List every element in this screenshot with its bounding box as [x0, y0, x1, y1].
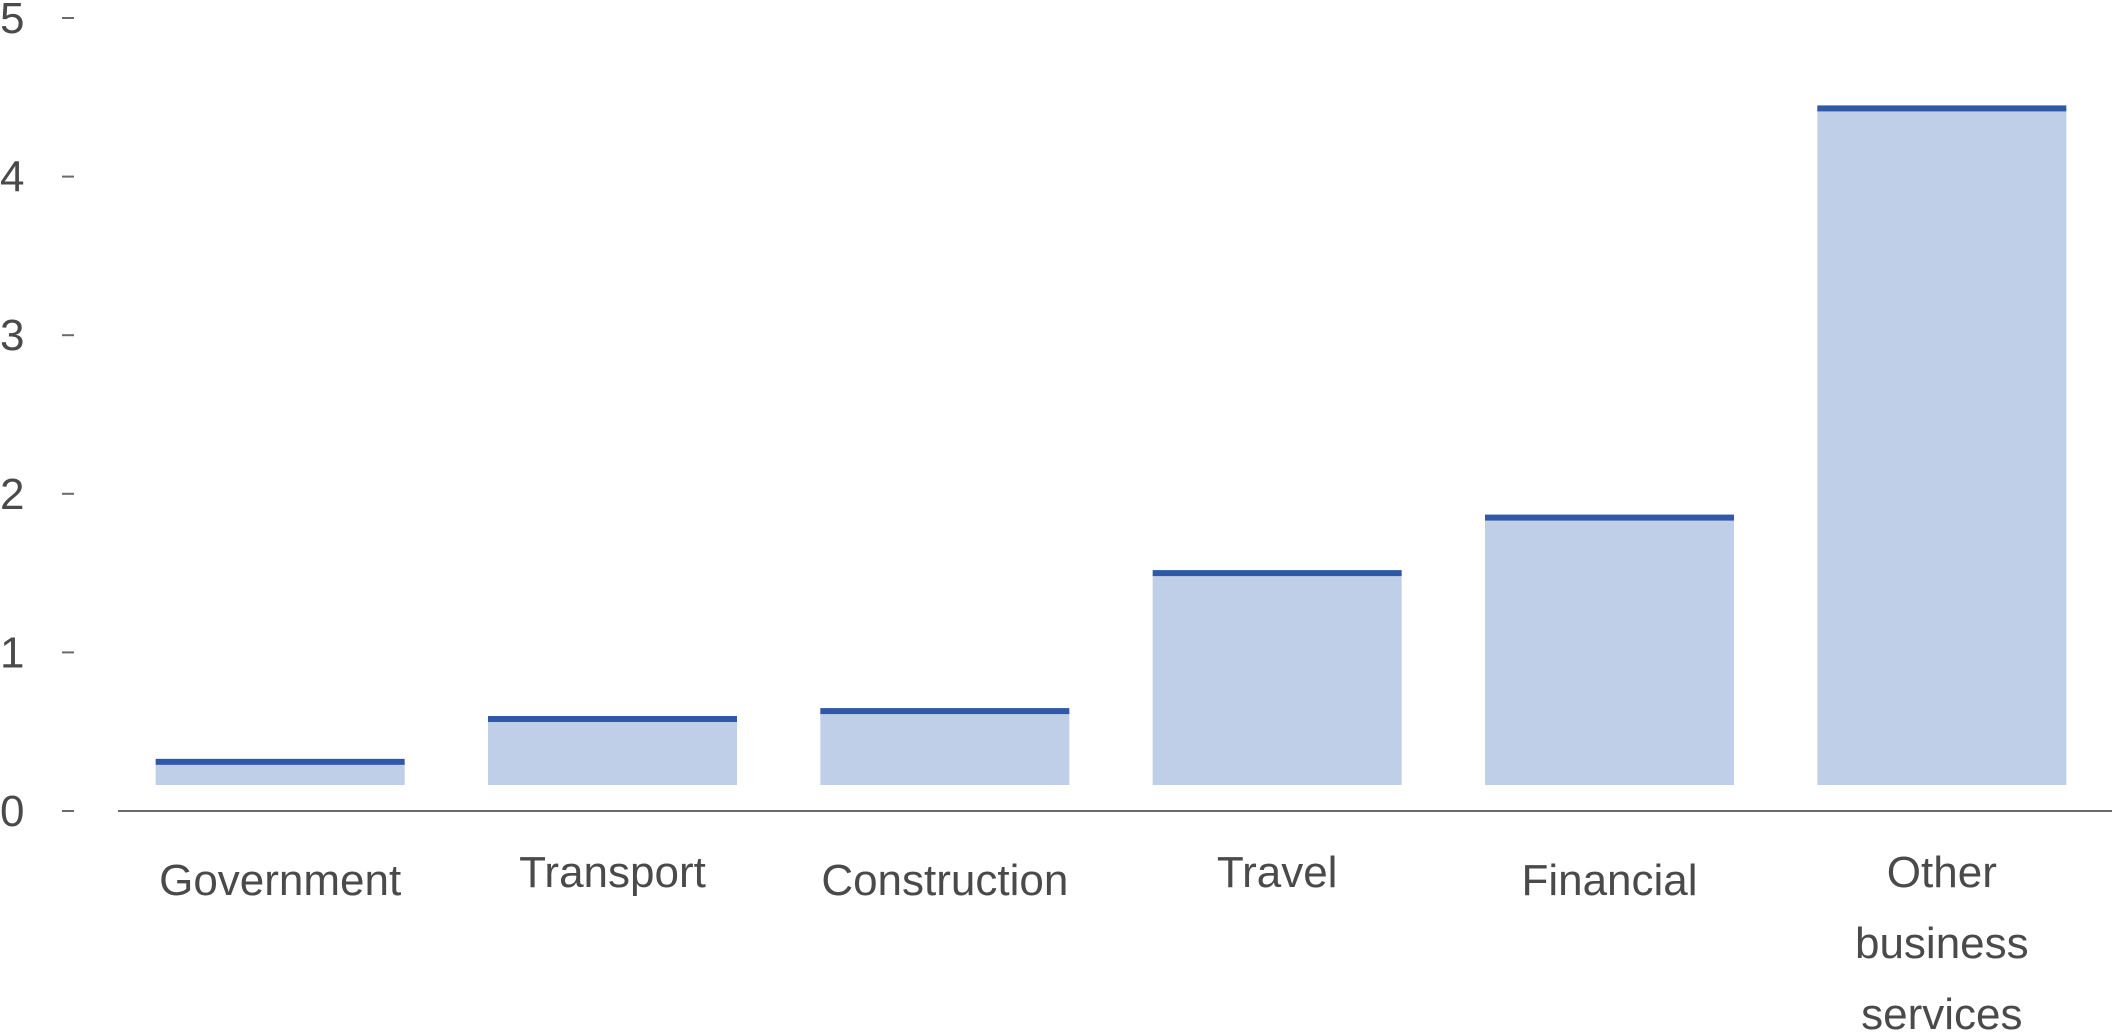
- bar-cap: [155, 758, 405, 765]
- y-tick-label: 0: [0, 787, 24, 836]
- y-tick-label: 5: [0, 0, 24, 43]
- bar-cap: [820, 708, 1070, 715]
- bar-cap: [488, 716, 737, 723]
- y-tick-label: 4: [0, 153, 24, 202]
- bar-cap: [1152, 570, 1402, 577]
- y-tick-label: 2: [0, 470, 24, 519]
- x-category-label: Transport: [519, 848, 706, 897]
- y-tick-label: 1: [0, 628, 24, 677]
- bar-cap: [1817, 105, 2067, 112]
- bars: [155, 105, 2067, 786]
- x-category-label: business: [1855, 919, 2029, 968]
- bar: [1817, 108, 2067, 786]
- y-tick-label: 3: [0, 311, 24, 360]
- x-category-label: services: [1861, 990, 2022, 1035]
- x-category-label: Government: [159, 856, 401, 905]
- x-category-label: Financial: [1521, 856, 1697, 905]
- bar: [1152, 573, 1402, 785]
- x-category-label: Other: [1887, 848, 1997, 897]
- x-category-label: Travel: [1217, 848, 1338, 897]
- x-category-label: Construction: [821, 856, 1068, 905]
- bar: [155, 761, 405, 785]
- bar: [488, 719, 737, 785]
- bar-cap: [1485, 514, 1734, 521]
- bar: [1485, 517, 1734, 785]
- x-axis-labels: Government Transport Construction Travel Fin…: [159, 848, 2029, 1035]
- y-axis: 0 1 2 3 4 5: [0, 0, 74, 836]
- bar: [820, 711, 1070, 785]
